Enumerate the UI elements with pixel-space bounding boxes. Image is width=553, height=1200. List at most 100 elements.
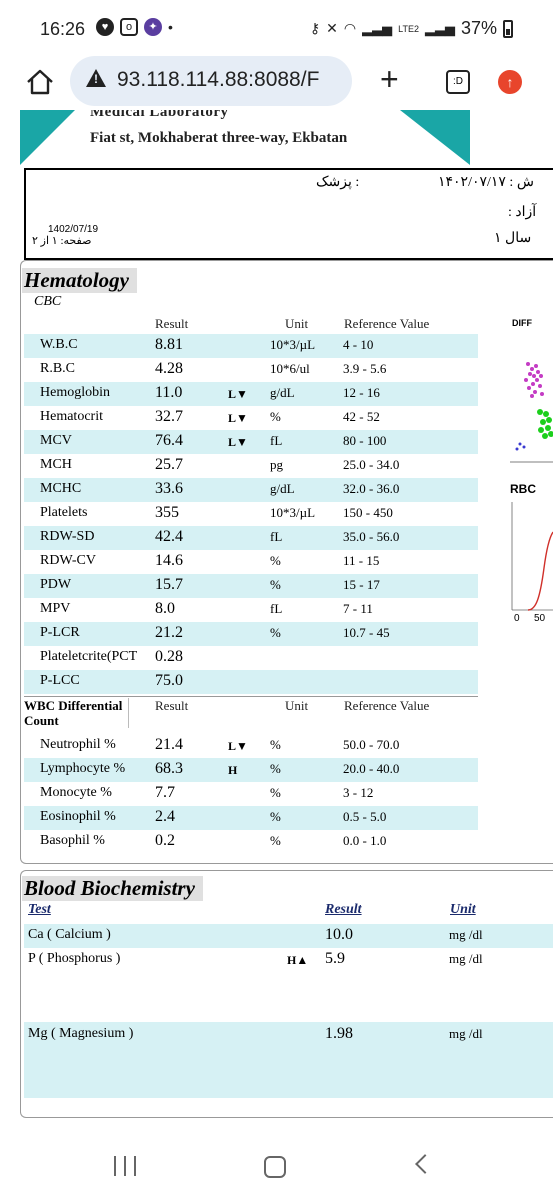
reception-date: ۱۴۰۲/۰۷/۱۷ : ش [438,175,534,190]
table-row: Ca ( Calcium ) 10.0 mg /dl [24,924,553,948]
page-number: صفحه: ۱ از ۲ [32,235,92,247]
lab-name: Medical Laboratory [90,110,229,120]
table-row: MCV 76.4 L▼ fL 80 - 100 [24,430,478,454]
status-system-icons: ⚷ ✕ ◠ ▂▃▅ LTE2 ▂▃▅ 37% [310,18,513,39]
table-row: RDW-SD 42.4 fL 35.0 - 56.0 [24,526,478,550]
table-row: MPV 8.0 fL 7 - 11 [24,598,478,622]
test-name: P ( Phosphorus ) [28,951,121,966]
reference-range: 10.7 - 45 [343,625,390,640]
header-decoration-right [400,110,470,165]
shield-icon: ♥ [96,18,114,36]
address-bar[interactable]: 93.118.114.88:8088/F [70,56,352,106]
test-result: 8.81 [155,336,183,353]
reference-range: 3 - 12 [343,785,374,800]
insurance-type: : آزاد [508,205,537,220]
reference-range: 150 - 450 [343,505,393,520]
test-unit: mg /dl [449,1026,483,1041]
reference-range: 0.0 - 1.0 [343,833,387,848]
table-row: P-LCC 75.0 [24,670,478,694]
test-unit: mg /dl [449,951,483,966]
test-header: Test [28,902,51,917]
test-result: 11.0 [155,384,183,401]
network-label: LTE2 [398,23,419,34]
test-unit: % [270,409,281,424]
test-name: MCHC [40,481,82,496]
browser-toolbar: 93.118.114.88:8088/F + :D ↑ [0,54,553,110]
back-icon[interactable] [415,1154,435,1174]
test-result: 14.6 [155,552,183,569]
reference-range: 7 - 11 [343,601,373,616]
bio-result-header: Result [325,902,362,917]
test-unit: g/dL [270,481,295,496]
reference-range: 35.0 - 56.0 [343,529,400,544]
test-unit: fL [270,529,283,544]
result-flag: L▼ [228,739,248,753]
result-flag: L▼ [228,435,248,449]
test-unit: 10*3/µL [270,505,316,520]
status-notification-icons: ♥ o ✦ • [96,18,173,36]
reference-header: Reference Value [344,316,430,331]
test-name: RDW-CV [40,553,96,568]
doctor-label: پزشک : [316,175,360,190]
test-name: RDW-SD [40,529,95,544]
cbc-subtitle: CBC [34,294,62,309]
test-unit: 10*6/ul [270,361,310,376]
test-name: MCH [40,457,72,472]
warning-icon [86,69,106,87]
table-row: Hematocrit 32.7 L▼% 42 - 52 [24,406,478,430]
test-name: Monocyte % [40,785,112,800]
table-row: Hemoglobin 11.0 L▼ g/dL 12 - 16 [24,382,478,406]
table-row: Eosinophil % 2.4% 0.5 - 5.0 [24,806,478,830]
signal-icon-2: ▂▃▅ [424,20,455,36]
table-row: PDW 15.7% 15 - 17 [24,574,478,598]
table-row: P ( Phosphorus ) H▲ 5.9 mg /dl [24,948,553,1022]
diff-scatter-plot [506,314,553,464]
reference-range: 42 - 52 [343,409,380,424]
status-bar: 16:26 ♥ o ✦ • ⚷ ✕ ◠ ▂▃▅ LTE2 ▂▃▅ 37% [0,0,553,60]
test-unit: g/dL [270,385,295,400]
report-page: Medical Laboratory Fiat st, Mokhaberat t… [0,110,553,1134]
test-result: 33.6 [155,480,183,497]
table-row: Plateletcrite(PCT 0.28 [24,646,478,670]
wifi-icon: ◠ [343,20,357,36]
tabs-button[interactable]: :D [446,70,470,94]
rbc-histogram [511,502,553,611]
test-result: 10.0 [325,926,353,943]
arrow-up-icon[interactable]: ↑ [498,70,522,94]
test-unit: % [270,577,281,592]
new-tab-button[interactable]: + [380,61,399,97]
rbc-axis-fifty: 50 [534,613,546,624]
reference-range: 0.5 - 5.0 [343,809,387,824]
home-nav-icon[interactable] [264,1156,286,1178]
instagram-icon: o [120,18,138,36]
battery-percent: 37% [460,18,497,38]
reference-range: 20.0 - 40.0 [343,761,400,776]
reference-range: 50.0 - 70.0 [343,737,400,752]
test-name: Mg ( Magnesium ) [28,1026,134,1041]
biochemistry-section [20,870,553,1118]
test-name: Hematocrit [40,409,103,424]
table-row: Basophil % 0.2% 0.0 - 1.0 [24,830,478,854]
test-result: 0.28 [155,648,183,665]
test-name: W.B.C [40,337,78,352]
table-row: Mg ( Magnesium ) 1.98 mg /dl [24,1022,553,1098]
test-name: Eosinophil % [40,809,116,824]
result-flag: L▼ [228,387,248,401]
test-result: 15.7 [155,576,183,593]
test-name: PDW [40,577,72,592]
home-icon[interactable] [24,66,56,98]
test-unit: % [270,809,281,824]
recents-icon[interactable] [114,1156,136,1176]
test-result: 21.4 [155,736,183,753]
test-name: Basophil % [40,833,105,848]
test-unit: mg /dl [449,927,483,942]
wbc-unit-header: Unit [285,698,309,713]
table-row: Lymphocyte % 68.3 H% 20.0 - 40.0 [24,758,478,782]
report-date: 1402/07/19 [48,224,99,235]
rbc-chart-label: RBC [510,482,536,496]
test-result: 5.9 [325,950,345,967]
url-text[interactable]: 93.118.114.88:8088/F [117,68,320,91]
wbc-reference-header: Reference Value [344,698,430,713]
test-name: P-LCC [40,673,80,688]
mute-icon: ✕ [326,20,338,36]
